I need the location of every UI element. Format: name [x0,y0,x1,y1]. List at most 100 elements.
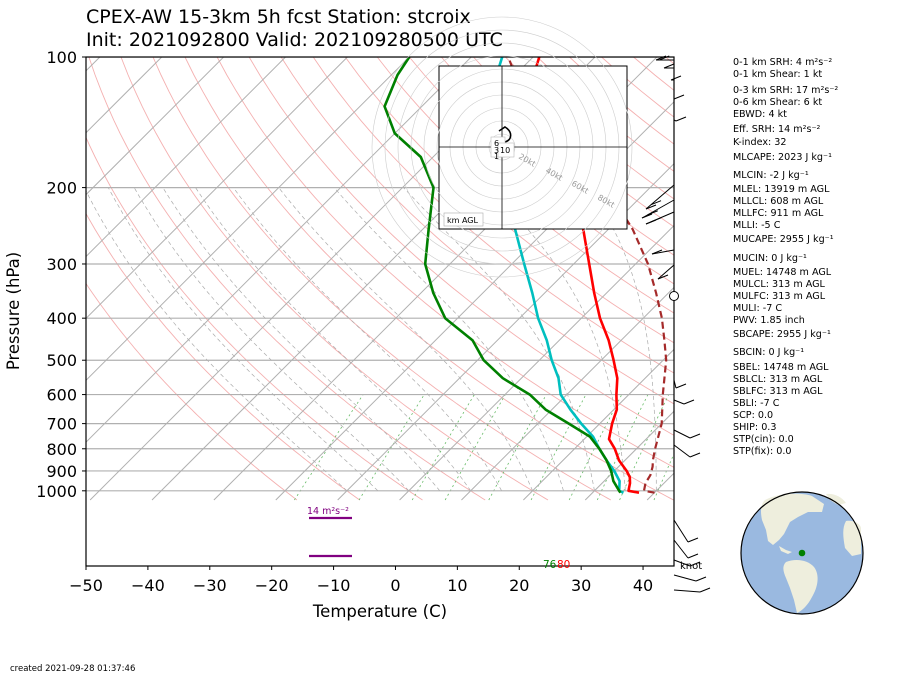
wind-barb-flag [657,274,669,280]
wind-barb-flag [655,55,667,61]
dry-adiabat [120,57,549,501]
x-axis-label: Temperature (C) [312,602,447,621]
moist-adiabat [162,187,440,492]
wind-barb-flag [650,200,662,206]
index-scp: SCP: 0.0 [733,410,774,421]
index-mllcl: MLLCL: 608 m AGL [733,196,824,207]
index-sblfc: SBLFC: 313 m AGL [733,386,823,397]
moist-adiabat [333,187,564,491]
wind-barb-staff [673,399,685,405]
y-tick-label: 400 [46,309,77,328]
hodo-label-1: 1 [494,152,499,161]
wind-barb-flag [695,576,707,582]
index-mlcin: MLCIN: -2 J kg⁻¹ [733,170,809,181]
location-globe [740,491,864,615]
y-tick-label: 900 [46,462,77,481]
wind-barb-staff [645,184,675,210]
y-tick-label: 700 [46,415,77,434]
index-muli: MULI: -7 C [733,303,783,314]
isotherm [523,348,674,501]
wind-barb-flag [647,210,658,216]
isotherm [337,162,674,501]
moist-adiabat [278,187,533,491]
wind-barb-flag [675,383,687,389]
wind-barb-staff [673,559,691,567]
index-srh-0-3: 0-3 km SRH: 17 m²s⁻² [733,85,839,96]
dry-adiabat [440,57,674,256]
wind-barb-flag [699,587,711,593]
mixing-ratio-line [488,394,547,501]
dry-adiabat [184,57,674,501]
dry-adiabat [152,57,612,501]
dewpoint-line [383,57,622,494]
dry-adiabat [86,136,423,501]
isotherm [86,57,472,443]
y-tick-label: 1000 [36,482,77,501]
hodograph-inset: 6 3 1 10 20kt 40kt 60kt 80kt km AGL [371,16,633,278]
isotherm [399,224,674,501]
x-tick-label: 10 [447,576,467,595]
dry-adiabat [408,57,674,285]
index-mulfc: MULFC: 313 m AGL [733,291,826,302]
mixing-ratio-line [444,394,506,501]
isotherm [86,57,286,258]
barb-unit-label: knot [680,561,702,572]
y-tick-label: 300 [46,255,77,274]
wind-barb-flag [650,217,662,223]
wind-barb-staff [673,119,677,122]
index-mucape: MUCAPE: 2955 J kg⁻¹ [733,234,834,245]
x-tick-label: −50 [69,576,103,595]
index-sbel: SBEL: 14748 m AGL [733,362,829,373]
wind-barb-staff [673,444,691,458]
moist-adiabat [86,190,348,492]
y-tick-label: 200 [46,179,77,198]
dry-adiabat [216,57,674,468]
mixing-ratio-line [568,394,623,501]
isotherm [86,57,224,196]
mixing-ratio-line [619,394,670,501]
index-sblcl: SBLCL: 313 m AGL [733,374,823,385]
hodo-legend: km AGL [447,216,479,225]
isotherm [86,57,410,382]
index-mlli: MLLI: -5 C [733,220,781,231]
wind-barb-staff [673,519,689,543]
y-tick-label: 100 [46,48,77,67]
index-muel: MUEL: 14748 m AGL [733,267,832,278]
index-shear-0-6: 0-6 km Shear: 6 kt [733,97,823,108]
mixing-ratio-line [596,394,649,501]
hodo-ring [371,16,633,278]
wind-barb-staff [673,429,691,439]
index-sbcin: SBCIN: 0 J kg⁻¹ [733,347,805,358]
dry-adiabat [312,57,674,374]
mixing-ratio-line [411,394,475,501]
wind-barb-flag [683,399,695,405]
wind-barb-flag [641,213,653,219]
isotherm [461,286,674,501]
srh-label: 14 m²s⁻² [307,506,349,517]
wind-barb-flag [675,116,687,122]
wind-barb-flag [670,75,682,81]
wind-barb-staff [641,199,675,219]
index-sbcape: SBCAPE: 2955 J kg⁻¹ [733,329,831,340]
wind-barb-flag [645,204,657,210]
x-tick-label: −40 [131,576,165,595]
moist-adiabat [107,187,379,492]
isotherm [86,57,348,320]
index-mulcl: MULCL: 313 m AGL [733,279,825,290]
index-shear-0-1: 0-1 km Shear: 1 kt [733,69,823,80]
index-mucin: MUCIN: 0 J kg⁻¹ [733,253,807,264]
wind-barb-flag [651,249,663,255]
station-marker [798,549,806,557]
isotherm [86,57,163,134]
index-srh-0-1: 0-1 km SRH: 4 m²s⁻² [733,57,833,68]
chart-subtitle: Init: 2021092800 Valid: 202109280500 UTC [86,29,503,51]
isotherm [584,410,674,501]
wind-barb-flag [689,452,701,458]
dry-adiabat [280,57,674,405]
index-sbli: SBLI: -7 C [733,398,780,409]
x-tick-label: 30 [571,576,591,595]
x-tick-label: 0 [390,576,400,595]
calm-wind-marker [669,291,679,301]
hodo-label-3: 3 [494,146,499,155]
dry-adiabat [88,57,486,501]
